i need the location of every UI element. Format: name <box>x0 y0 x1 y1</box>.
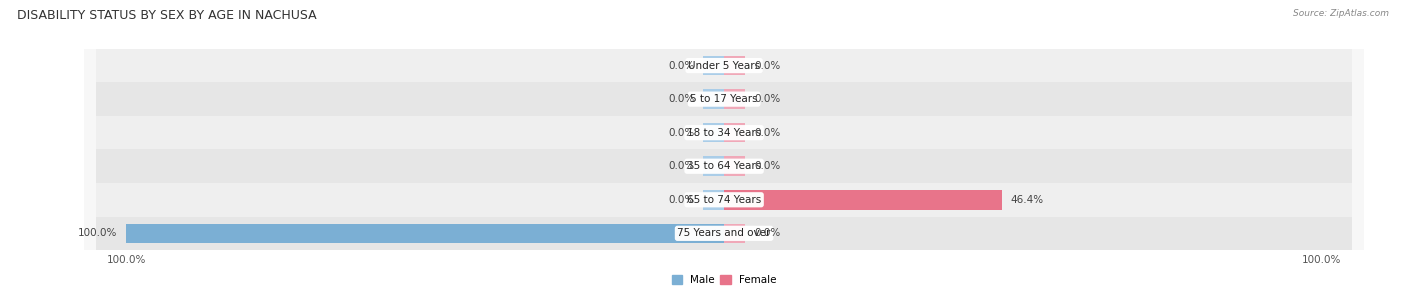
Bar <box>97 217 1351 250</box>
Text: Under 5 Years: Under 5 Years <box>688 61 761 70</box>
Bar <box>97 149 1351 183</box>
Bar <box>703 190 724 210</box>
Legend: Male, Female: Male, Female <box>668 271 780 289</box>
Bar <box>703 56 724 75</box>
Bar <box>703 156 724 176</box>
Bar <box>724 56 745 75</box>
Bar <box>97 116 1351 149</box>
Bar <box>724 224 745 243</box>
Text: 18 to 34 Years: 18 to 34 Years <box>688 128 761 138</box>
Text: 0.0%: 0.0% <box>668 161 695 171</box>
Text: 0.0%: 0.0% <box>754 61 780 70</box>
Bar <box>703 89 724 109</box>
Bar <box>724 156 745 176</box>
Bar <box>724 89 745 109</box>
Text: 0.0%: 0.0% <box>754 228 780 238</box>
Bar <box>703 123 724 142</box>
Bar <box>97 82 1351 116</box>
Text: 100.0%: 100.0% <box>77 228 117 238</box>
Text: 0.0%: 0.0% <box>668 195 695 205</box>
Bar <box>724 190 1001 210</box>
Text: 0.0%: 0.0% <box>668 61 695 70</box>
Bar <box>97 183 1351 217</box>
Text: DISABILITY STATUS BY SEX BY AGE IN NACHUSA: DISABILITY STATUS BY SEX BY AGE IN NACHU… <box>17 9 316 22</box>
Text: 0.0%: 0.0% <box>754 128 780 138</box>
Text: 0.0%: 0.0% <box>754 161 780 171</box>
Text: Source: ZipAtlas.com: Source: ZipAtlas.com <box>1294 9 1389 18</box>
Text: 65 to 74 Years: 65 to 74 Years <box>688 195 761 205</box>
Bar <box>724 123 745 142</box>
Bar <box>97 49 1351 82</box>
Text: 0.0%: 0.0% <box>668 128 695 138</box>
Text: 75 Years and over: 75 Years and over <box>678 228 770 238</box>
Text: 0.0%: 0.0% <box>668 94 695 104</box>
Text: 5 to 17 Years: 5 to 17 Years <box>690 94 758 104</box>
Text: 46.4%: 46.4% <box>1011 195 1043 205</box>
Text: 0.0%: 0.0% <box>754 94 780 104</box>
Bar <box>127 224 724 243</box>
Text: 35 to 64 Years: 35 to 64 Years <box>688 161 761 171</box>
